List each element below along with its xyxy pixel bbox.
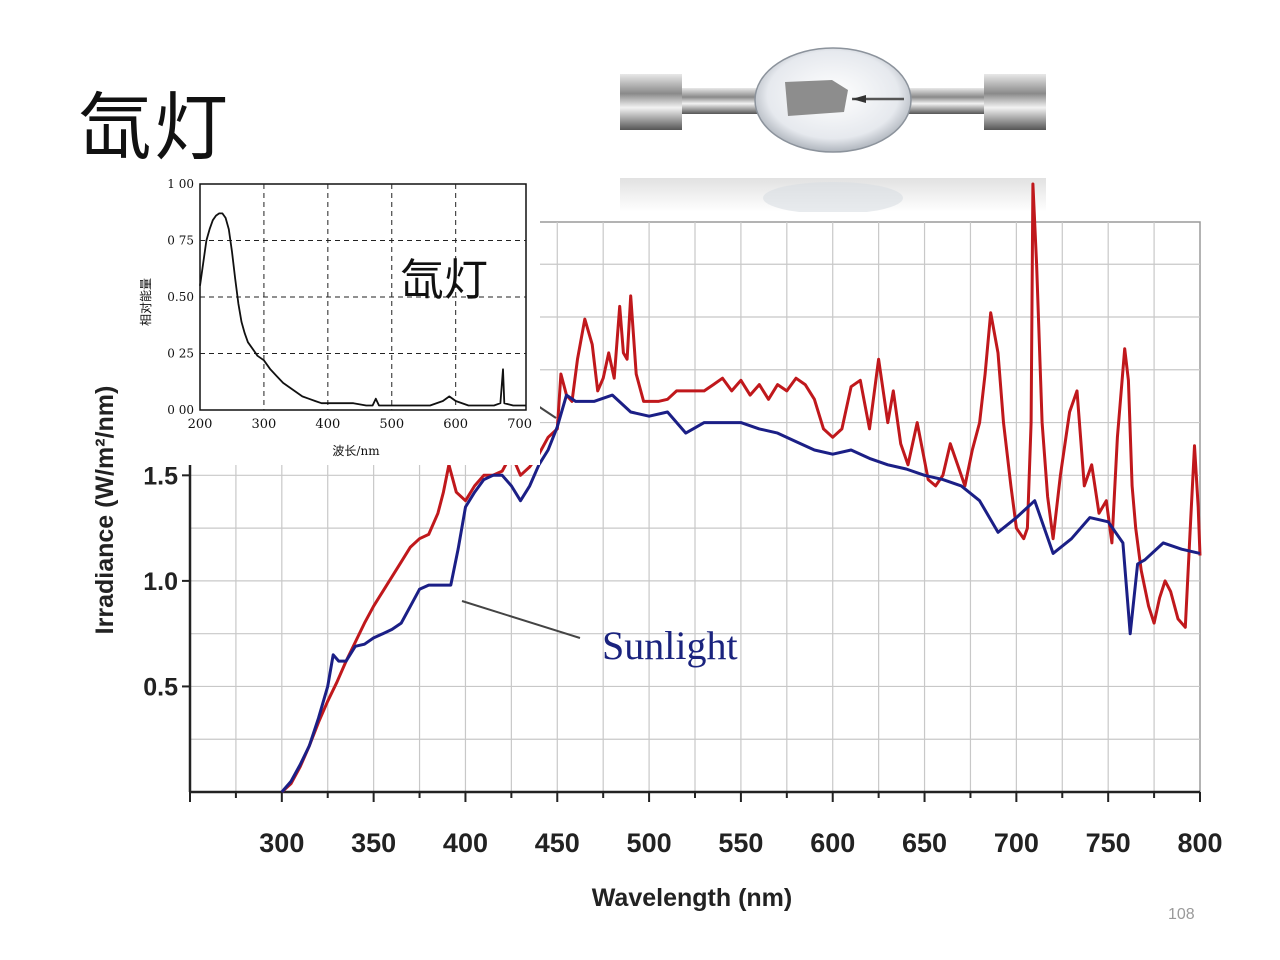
inset-series-line: [199, 212, 526, 407]
page-number: 108: [1168, 906, 1195, 923]
inset-x-tick-label: 400: [315, 417, 340, 432]
inset-series-label: 氙灯: [400, 255, 488, 306]
x-tick-label: 400: [443, 828, 488, 858]
x-tick-label: 700: [994, 828, 1039, 858]
sunlight-series-line: [280, 393, 1201, 793]
x-tick-label: 350: [351, 828, 396, 858]
sunlight-series-label: Sunlight: [602, 623, 738, 668]
inset-chart-panel: 200 300 400 500 600 700 0 00 0 25 0.50 0 75 1 00 波…: [128, 172, 540, 465]
inset-x-tick-label: 700: [507, 417, 532, 432]
inset-y-tick-label: 1 00: [167, 177, 194, 191]
inset-y-axis-label: 相对能量: [139, 278, 153, 326]
inset-pointer-line: [537, 405, 557, 419]
x-axis-label: Wavelength (nm): [592, 884, 792, 912]
inset-x-tick-label: 200: [188, 417, 213, 432]
x-tick-label: 600: [810, 828, 855, 858]
x-tick-label: 450: [535, 828, 580, 858]
x-tick-label: 650: [902, 828, 947, 858]
inset-x-tick-label: 300: [252, 417, 277, 432]
y-tick-label: 1.0: [143, 568, 178, 596]
y-tick-label: 0.5: [143, 673, 178, 701]
inset-x-tick-label: 600: [443, 417, 468, 432]
x-tick-label: 800: [1177, 828, 1222, 858]
sunlight-pointer-line: [461, 600, 581, 639]
inset-y-tick-label: 0 75: [167, 234, 194, 248]
inset-x-tick-label: 500: [379, 417, 404, 432]
xenon-series-line: [280, 182, 1202, 794]
inset-ticks: 200 300 400 500 600 700 0 00 0 25 0.50 0 75 1 00: [167, 177, 532, 432]
y-tick-label: 1.5: [143, 462, 178, 490]
x-tick-label: 550: [718, 828, 763, 858]
inset-y-tick-label: 0.50: [167, 290, 194, 304]
main-series: [280, 182, 1202, 794]
slide-title: 氙灯: [78, 85, 230, 171]
inset-grid: [199, 183, 527, 411]
x-tick-label: 750: [1086, 828, 1131, 858]
xenon-relative-energy-chart: 200 300 400 500 600 700 0 00 0 25 0.50 0 75 1 00 波…: [128, 172, 540, 465]
x-tick-label: 500: [627, 828, 672, 858]
main-ticks: 300 350 400 450 500 550 600 650 700 750 800 0.5 1.0 1…: [143, 462, 1222, 858]
inset-x-axis-label: 波长/nm: [332, 444, 380, 458]
xenon-lamp-photo: [620, 0, 1046, 212]
inset-y-tick-label: 0 25: [167, 347, 194, 361]
inset-y-tick-label: 0 00: [167, 403, 194, 417]
x-tick-label: 300: [259, 828, 304, 858]
y-axis-label: Irradiance (W/m²/nm): [91, 386, 119, 635]
inset-series: [199, 212, 526, 407]
